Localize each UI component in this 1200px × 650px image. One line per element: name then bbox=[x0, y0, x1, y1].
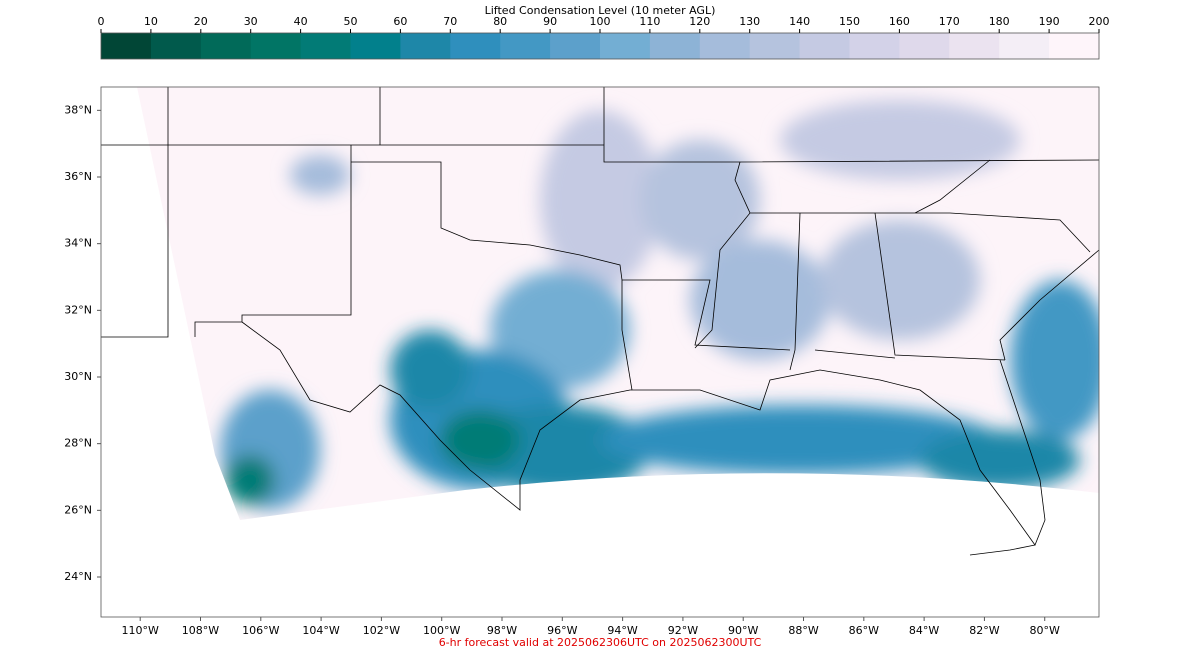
colorbar-tick-label: 200 bbox=[1089, 15, 1110, 28]
colorbar-segment bbox=[350, 33, 401, 59]
map-field bbox=[137, 87, 1099, 520]
colorbar-segment bbox=[600, 33, 651, 59]
lat-label: 38°N bbox=[64, 103, 92, 116]
lon-label: 104°W bbox=[302, 624, 339, 637]
colorbar-tick-label: 10 bbox=[144, 15, 158, 28]
lon-label: 94°W bbox=[607, 624, 637, 637]
lon-label: 80°W bbox=[1030, 624, 1060, 637]
colorbar-segment bbox=[550, 33, 601, 59]
lon-label: 86°W bbox=[849, 624, 879, 637]
colorbar-tick-label: 100 bbox=[590, 15, 611, 28]
colorbar-segment bbox=[1049, 33, 1100, 59]
footer: 6-hr forecast valid at 2025062306UTC on … bbox=[439, 636, 762, 649]
colorbar-segment bbox=[999, 33, 1050, 59]
lon-label: 106°W bbox=[242, 624, 279, 637]
lat-label: 34°N bbox=[64, 237, 92, 250]
lon-label: 98°W bbox=[487, 624, 517, 637]
colorbar-tick-label: 130 bbox=[739, 15, 760, 28]
colorbar-segment bbox=[300, 33, 351, 59]
colorbar bbox=[101, 33, 1100, 59]
lat-label: 24°N bbox=[64, 570, 92, 583]
colorbar-segment bbox=[150, 33, 202, 59]
colorbar-tick-label: 40 bbox=[294, 15, 308, 28]
colorbar-segment bbox=[400, 33, 451, 59]
colorbar-segment bbox=[849, 33, 900, 59]
colorbar-tick-label: 160 bbox=[889, 15, 910, 28]
lon-label: 88°W bbox=[788, 624, 818, 637]
colorbar-title: Lifted Condensation Level (10 meter AGL) bbox=[485, 4, 716, 17]
colorbar-tick-label: 70 bbox=[443, 15, 457, 28]
colorbar-segment bbox=[101, 33, 152, 59]
colorbar-segment bbox=[500, 33, 551, 59]
lon-label: 90°W bbox=[728, 624, 758, 637]
colorbar-tick-label: 170 bbox=[939, 15, 960, 28]
lat-label: 26°N bbox=[64, 503, 92, 516]
colorbar-segment bbox=[649, 33, 701, 59]
colorbar-tick-label: 150 bbox=[839, 15, 860, 28]
colorbar-segment bbox=[799, 33, 850, 59]
colorbar-segment bbox=[699, 33, 751, 59]
colorbar-segment bbox=[200, 33, 252, 59]
lat-label: 36°N bbox=[64, 170, 92, 183]
colorbar-tick-label: 190 bbox=[1039, 15, 1060, 28]
lat-label: 30°N bbox=[64, 370, 92, 383]
colorbar-tick-label: 20 bbox=[194, 15, 208, 28]
colorbar-segment bbox=[899, 33, 950, 59]
lon-label: 82°W bbox=[969, 624, 999, 637]
lon-label: 100°W bbox=[423, 624, 460, 637]
colorbar-tick-label: 110 bbox=[639, 15, 660, 28]
colorbar-tick-label: 80 bbox=[493, 15, 507, 28]
colorbar-tick-label: 90 bbox=[543, 15, 557, 28]
lon-label: 110°W bbox=[122, 624, 159, 637]
lon-label: 84°W bbox=[909, 624, 939, 637]
lon-label: 96°W bbox=[547, 624, 577, 637]
lat-label: 32°N bbox=[64, 303, 92, 316]
colorbar-tick-label: 60 bbox=[393, 15, 407, 28]
state-borders bbox=[101, 87, 1100, 556]
colorbar-tick-label: 140 bbox=[789, 15, 810, 28]
colorbar-tick-label: 0 bbox=[98, 15, 105, 28]
lat-label: 28°N bbox=[64, 437, 92, 450]
lon-label: 102°W bbox=[363, 624, 400, 637]
colorbar-segment bbox=[250, 33, 302, 59]
colorbar-segment bbox=[949, 33, 1000, 59]
lon-label: 108°W bbox=[182, 624, 219, 637]
colorbar-segment bbox=[749, 33, 801, 59]
colorbar-tick-label: 180 bbox=[989, 15, 1010, 28]
colorbar-segment bbox=[450, 33, 501, 59]
map-frame bbox=[100, 86, 1100, 618]
colorbar-tick-label: 120 bbox=[689, 15, 710, 28]
colorbar-tick-label: 30 bbox=[244, 15, 258, 28]
lon-label: 92°W bbox=[668, 624, 698, 637]
colorbar-tick-label: 50 bbox=[344, 15, 358, 28]
